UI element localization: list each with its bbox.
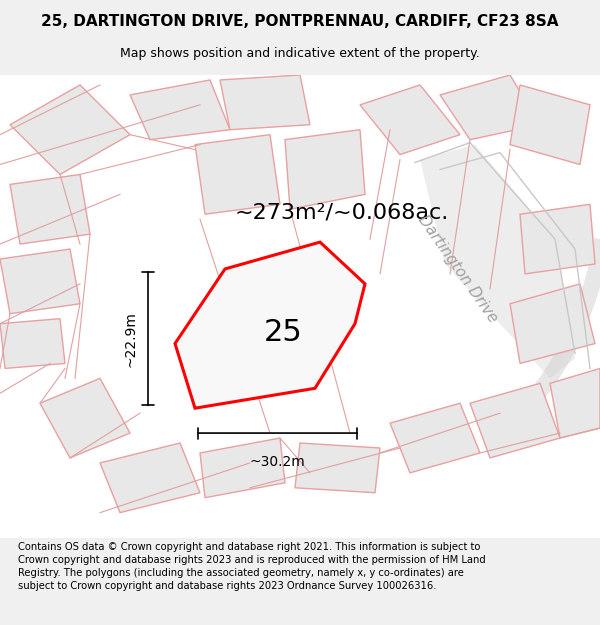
Polygon shape (0, 319, 65, 368)
Polygon shape (200, 438, 285, 498)
Text: Map shows position and indicative extent of the property.: Map shows position and indicative extent… (120, 48, 480, 61)
Polygon shape (295, 443, 380, 493)
Polygon shape (0, 249, 80, 314)
Polygon shape (285, 130, 365, 209)
Polygon shape (220, 75, 310, 130)
Polygon shape (10, 174, 90, 244)
Polygon shape (520, 204, 595, 274)
Polygon shape (470, 383, 560, 458)
Polygon shape (360, 85, 460, 154)
Text: ~30.2m: ~30.2m (250, 455, 305, 469)
Text: ~273m²/~0.068ac.: ~273m²/~0.068ac. (235, 202, 449, 222)
Polygon shape (175, 242, 365, 408)
Polygon shape (10, 85, 130, 174)
Polygon shape (100, 443, 200, 512)
Polygon shape (195, 134, 280, 214)
Text: 25: 25 (264, 318, 303, 347)
Polygon shape (420, 144, 575, 378)
Text: 25, DARTINGTON DRIVE, PONTPRENNAU, CARDIFF, CF23 8SA: 25, DARTINGTON DRIVE, PONTPRENNAU, CARDI… (41, 14, 559, 29)
Text: Dartington Drive: Dartington Drive (415, 213, 500, 326)
Text: Contains OS data © Crown copyright and database right 2021. This information is : Contains OS data © Crown copyright and d… (18, 542, 486, 591)
Polygon shape (510, 284, 595, 364)
Polygon shape (390, 403, 480, 473)
Polygon shape (130, 80, 230, 139)
Polygon shape (440, 75, 540, 139)
Text: ~22.9m: ~22.9m (123, 311, 137, 366)
Polygon shape (550, 368, 600, 438)
Polygon shape (510, 85, 590, 164)
Polygon shape (40, 378, 130, 458)
